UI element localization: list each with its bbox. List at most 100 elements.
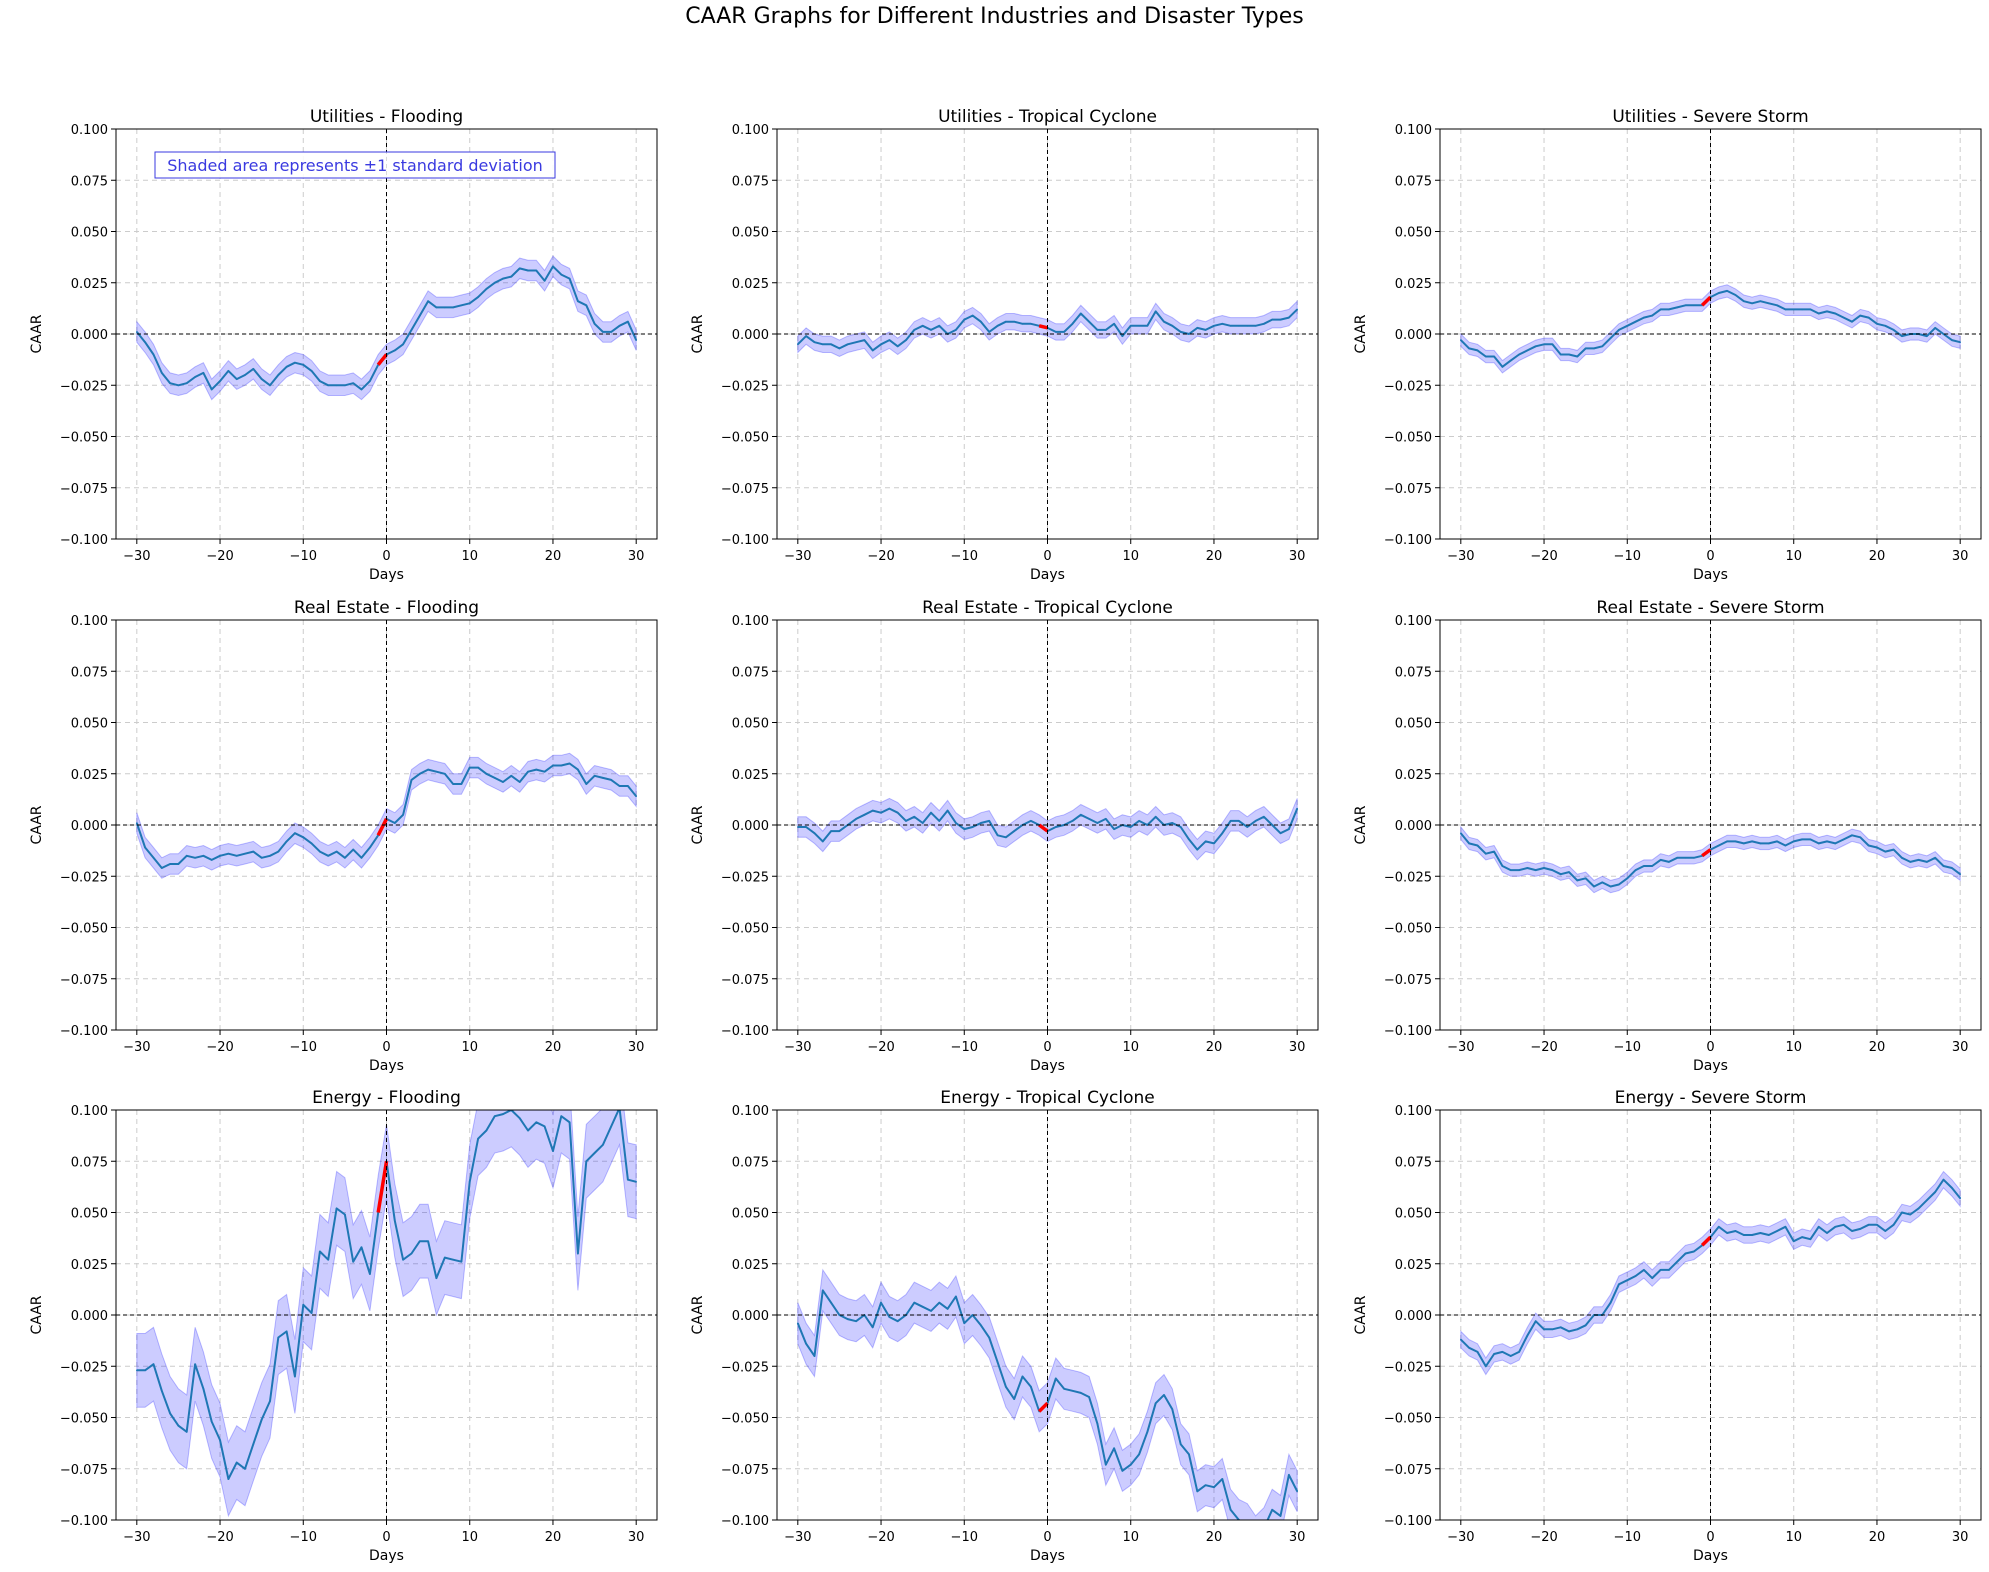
event-window-highlight (1700, 1235, 1712, 1247)
data-point (169, 863, 171, 865)
data-point (1013, 320, 1015, 323)
data-point (1105, 818, 1107, 820)
data-point (1668, 1269, 1670, 1271)
data-point (905, 820, 907, 822)
data-point (352, 382, 355, 385)
data-point (1476, 844, 1479, 847)
data-point (896, 811, 899, 814)
data-point (1867, 844, 1870, 847)
x-tick-label: −10 (1614, 549, 1641, 564)
plot-frame (1439, 128, 1982, 540)
data-layer (797, 797, 1299, 861)
data-point (813, 832, 816, 834)
y-axis-label: CAAR (29, 314, 45, 353)
data-point (1776, 840, 1778, 843)
data-point (1509, 359, 1512, 362)
data-point (577, 300, 579, 303)
data-point (1634, 869, 1637, 871)
y-tick-label: 0.000 (732, 819, 769, 834)
data-point (1568, 871, 1570, 873)
data-point (360, 388, 363, 391)
data-point (1759, 842, 1762, 845)
std-band (1460, 1170, 1961, 1376)
data-point (327, 1258, 330, 1261)
data-point (1485, 355, 1487, 358)
x-axis-label: Days (1693, 1548, 1728, 1564)
data-point (1801, 308, 1803, 311)
data-point (1229, 820, 1232, 822)
data-point (1801, 1236, 1803, 1238)
data-point (921, 1306, 924, 1308)
std-band (136, 255, 637, 401)
data-point (1288, 828, 1290, 830)
data-point (518, 267, 521, 270)
data-point (1485, 1365, 1487, 1368)
data-point (527, 770, 529, 773)
data-point (880, 811, 882, 814)
data-point (169, 1412, 171, 1415)
x-tick-label: −30 (784, 1530, 811, 1545)
data-point (161, 867, 163, 869)
data-point (1146, 325, 1149, 327)
data-point (896, 345, 899, 348)
data-point (535, 768, 538, 771)
data-point (635, 339, 637, 341)
data-point (535, 269, 538, 272)
data-point (485, 773, 488, 775)
data-point (1859, 836, 1862, 839)
data-point (1618, 1283, 1620, 1286)
data-point (493, 1115, 496, 1117)
data-point (402, 1258, 404, 1261)
chart-panel-3: −30 −20 −10 0 10 20 30 −0.100 −0.075 −0.050 −0.025… (29, 598, 658, 1074)
y-axis-label: CAAR (1353, 805, 1369, 844)
data-point (1909, 861, 1912, 863)
data-point (863, 814, 866, 816)
data-point (930, 329, 932, 331)
y-tick-label: −0.025 (721, 1360, 769, 1375)
data-point (269, 1400, 271, 1402)
data-point (577, 1252, 579, 1255)
data-point (1196, 1490, 1199, 1493)
data-point (996, 1361, 999, 1363)
x-axis-label: Days (369, 1548, 404, 1564)
data-point (1801, 838, 1803, 841)
data-point (946, 809, 949, 812)
x-tick-label: 30 (628, 549, 645, 564)
data-point (260, 857, 263, 859)
data-point (369, 846, 371, 849)
data-point (1959, 1197, 1961, 1199)
y-axis-label: CAAR (690, 1295, 706, 1334)
panel-title: Energy - Tropical Cyclone (940, 1088, 1154, 1108)
data-point (210, 859, 213, 861)
data-point (1676, 306, 1678, 309)
data-point (493, 777, 496, 779)
data-point (1643, 316, 1645, 319)
data-point (1934, 327, 1936, 329)
data-point (543, 279, 546, 282)
data-point (1071, 820, 1074, 822)
data-point (285, 840, 288, 843)
data-point (1643, 1269, 1645, 1271)
data-point (202, 855, 205, 857)
data-point (905, 339, 907, 341)
data-point (1518, 869, 1520, 871)
data-point (260, 378, 263, 380)
data-point (419, 314, 421, 317)
data-point (1792, 308, 1795, 311)
data-point (185, 855, 188, 857)
data-point (1559, 353, 1562, 356)
x-tick-label: 0 (1043, 1040, 1051, 1055)
y-tick-label: 0.050 (732, 226, 769, 241)
data-point (1826, 310, 1828, 313)
data-point (452, 783, 454, 785)
data-point (1676, 857, 1678, 859)
data-point (963, 828, 966, 830)
data-point (1246, 826, 1249, 828)
data-point (855, 818, 857, 820)
data-point (1809, 838, 1812, 841)
data-point (310, 1312, 313, 1314)
data-point (1179, 826, 1182, 828)
data-point (460, 783, 463, 785)
x-tick-label: 10 (461, 549, 478, 564)
data-point (1776, 1230, 1778, 1232)
